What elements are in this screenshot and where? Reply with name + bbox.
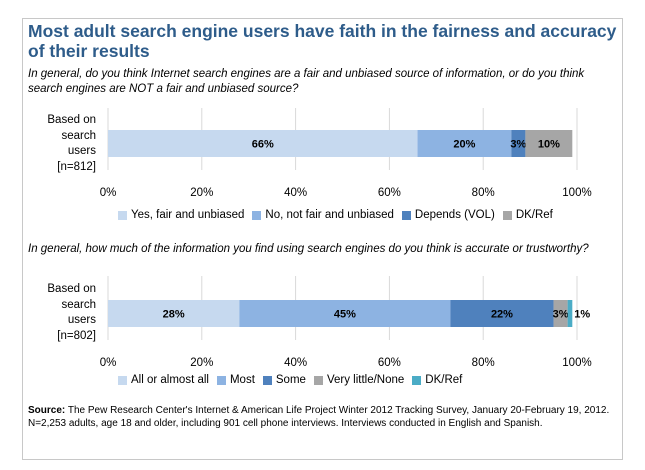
row-label-line: [n=812]: [57, 160, 96, 173]
bar-segment: [553, 300, 568, 327]
row-label-line: [n=802]: [57, 329, 96, 342]
legend-item: No, not fair and unbiased: [252, 209, 394, 221]
data-label: 3%: [553, 309, 569, 321]
bar-segment: [567, 300, 573, 327]
legend-swatch: [252, 210, 262, 220]
data-label: 20%: [453, 139, 475, 151]
figure-border: [22, 18, 623, 460]
legend-label: No, not fair and unbiased: [265, 209, 394, 221]
row-label-line: Based on: [47, 283, 96, 295]
bar-segment: [108, 130, 418, 157]
legend-item: DK/Ref: [502, 209, 553, 221]
legend-swatch: [313, 375, 323, 385]
x-tick-label: 0%: [100, 187, 117, 199]
legend-item: Some: [262, 374, 306, 386]
x-tick-label: 40%: [284, 187, 307, 199]
legend-label: Some: [275, 374, 306, 386]
source-text: The Pew Research Center's Internet & Ame…: [28, 405, 610, 429]
x-tick-label: 40%: [284, 357, 307, 369]
legend-label: DK/Ref: [515, 209, 553, 221]
legend-item: All or almost all: [118, 374, 209, 386]
legend-swatch: [502, 210, 512, 220]
x-tick-label: 60%: [378, 187, 401, 199]
bar-segment: [108, 300, 240, 327]
legend-label: DK/Ref: [425, 374, 463, 386]
bar-segment: [525, 130, 573, 157]
legend-item: Depends (VOL): [401, 209, 495, 221]
legend-item: Very little/None: [313, 374, 405, 386]
legend-label: Yes, fair and unbiased: [131, 209, 245, 221]
row-label-line: search: [61, 298, 96, 311]
legend-swatch: [216, 375, 226, 385]
data-label: 22%: [491, 309, 513, 321]
figure-title: Most adult search engine users have fait…: [28, 21, 617, 61]
row-label-line: users: [67, 145, 96, 157]
x-tick-label: 20%: [190, 357, 213, 369]
x-tick-label: 100%: [562, 187, 591, 199]
legend-item: Most: [216, 374, 255, 386]
bar-segment: [239, 300, 451, 327]
legend-item: DK/Ref: [412, 374, 462, 386]
legend-label: All or almost all: [131, 374, 209, 386]
x-tick-label: 20%: [190, 187, 213, 199]
bar-segment: [450, 300, 554, 327]
data-label: 1%: [574, 309, 590, 321]
x-tick-label: 100%: [562, 357, 591, 369]
bar-segment: [511, 130, 526, 157]
legend-label: Very little/None: [326, 374, 405, 386]
data-label: 10%: [538, 139, 560, 151]
source-label: Source:: [28, 405, 66, 416]
legend-label: Most: [229, 374, 255, 386]
legend-1: Yes, fair and unbiased No, not fair and u…: [118, 209, 561, 221]
legend-swatch: [412, 375, 422, 385]
bar-segment: [417, 130, 512, 157]
row-label-line: users: [67, 314, 96, 326]
data-label: 66%: [252, 139, 274, 151]
legend-2: All or almost all Most Some Very little/Non…: [118, 374, 470, 386]
legend-swatch: [118, 375, 127, 385]
source-note: Source: The Pew Research Center's Intern…: [28, 404, 618, 430]
data-label: 45%: [334, 309, 356, 321]
x-tick-label: 60%: [378, 357, 401, 369]
row-label-line: Based on: [47, 114, 96, 126]
row-label-1: Based on search users [n=812]: [36, 113, 96, 175]
legend-item: Yes, fair and unbiased: [118, 209, 244, 221]
legend-swatch: [401, 210, 411, 220]
x-tick-label: 0%: [100, 357, 117, 369]
legend-swatch: [118, 210, 127, 220]
question-1: In general, do you think Internet search…: [28, 68, 585, 95]
data-label: 3%: [510, 139, 526, 151]
data-label: 28%: [163, 309, 185, 321]
x-tick-label: 80%: [472, 187, 495, 199]
x-tick-label: 80%: [472, 357, 495, 369]
legend-label: Depends (VOL): [414, 209, 495, 221]
question-2: In general, how much of the information …: [28, 243, 589, 255]
legend-swatch: [262, 375, 272, 385]
row-label-2: Based on search users [n=802]: [36, 282, 96, 344]
row-label-line: search: [61, 129, 96, 142]
